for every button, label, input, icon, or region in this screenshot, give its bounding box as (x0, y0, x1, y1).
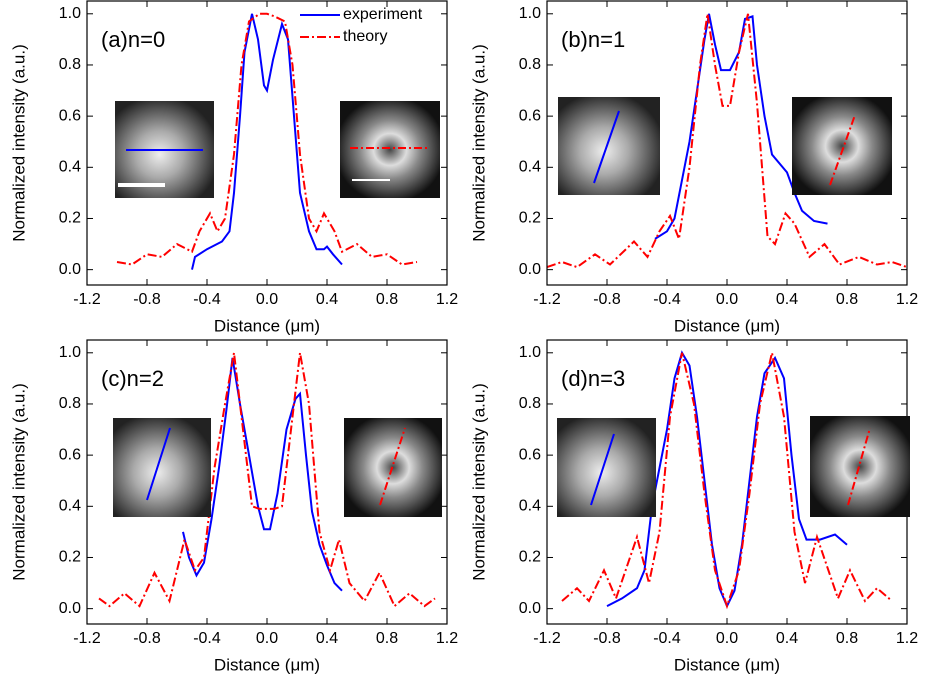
series-line (546, 13, 908, 269)
series-line (561, 352, 893, 610)
y-tick-label: 0.8 (59, 56, 81, 73)
inset-image (113, 418, 211, 517)
x-tick-label: -1.2 (73, 630, 101, 647)
y-axis-title: Normalized intensity (a.u.) (469, 383, 488, 580)
plot-frame (86, 339, 448, 625)
y-tick-label: 0.2 (519, 210, 541, 227)
inset-image (557, 418, 656, 517)
x-axis-title: Distance (μm) (674, 655, 780, 674)
x-tick-label: 1.2 (896, 291, 918, 308)
y-tick-label: 0.0 (59, 261, 81, 278)
y-tick-label: 0.0 (519, 261, 541, 278)
inset-image (340, 101, 440, 198)
y-tick-label: 0.8 (519, 56, 541, 73)
x-tick-label: -0.8 (593, 630, 621, 647)
x-tick-label: -1.2 (533, 630, 561, 647)
x-tick-label: 0.4 (776, 630, 798, 647)
series-line (116, 12, 418, 266)
series-line (182, 357, 343, 592)
x-tick-label: -0.8 (133, 291, 161, 308)
x-tick-label: 0.0 (256, 630, 278, 647)
panel-label: (c)n=2 (101, 366, 164, 391)
inset-line (593, 110, 620, 184)
x-tick-label: 0.4 (316, 630, 338, 647)
panel: -1.2 -0.8 -0.4 0.0 0.4 0.8 1.2 0.0 0.2 0.4 0.6 0.8 1… (469, 0, 918, 335)
y-tick-label: 0.4 (519, 498, 541, 515)
x-tick-label: -1.2 (533, 291, 561, 308)
y-tick-label: 0.4 (59, 498, 81, 515)
x-axis-title: Distance (μm) (674, 316, 780, 335)
insets (113, 97, 910, 517)
plot-frame (546, 0, 908, 286)
x-tick-label: 0.4 (776, 291, 798, 308)
x-tick-label: 0.8 (376, 630, 398, 647)
y-tick-label: 1.0 (519, 344, 541, 361)
series-line (98, 352, 436, 608)
x-tick-label: 0.4 (316, 291, 338, 308)
y-tick-label: 1.0 (59, 344, 81, 361)
y-tick-label: 1.0 (59, 5, 81, 22)
panel-label: (b)n=1 (561, 27, 625, 52)
plot-frame (86, 0, 448, 286)
x-tick-label: 0.0 (716, 630, 738, 647)
x-tick-label: 1.2 (436, 630, 458, 647)
y-tick-label: 0.6 (519, 446, 541, 463)
x-tick-label: 0.0 (716, 291, 738, 308)
x-axis-title: Distance (μm) (214, 316, 320, 335)
x-tick-label: -0.4 (193, 291, 221, 308)
panel: -1.2 -0.8 -0.4 0.0 0.4 0.8 1.2 0.0 0.2 0.4 0.6 0.8 1… (469, 339, 918, 674)
panel: -1.2 -0.8 -0.4 0.0 0.4 0.8 1.2 0.0 0.2 0.4 0.6 0.8 1… (9, 339, 458, 674)
legend-label: experiment (343, 6, 423, 23)
inset-line (146, 427, 171, 501)
x-tick-label: -0.4 (653, 291, 681, 308)
y-tick-label: 0.4 (519, 159, 541, 176)
panel-label: (d)n=3 (561, 366, 625, 391)
inset-image (792, 97, 892, 195)
x-tick-label: 0.0 (256, 291, 278, 308)
y-tick-label: 0.2 (59, 210, 81, 227)
y-tick-label: 0.8 (59, 395, 81, 412)
y-tick-label: 0.0 (519, 600, 541, 617)
y-tick-label: 1.0 (519, 5, 541, 22)
inset-line (829, 114, 856, 186)
y-tick-label: 0.6 (59, 107, 81, 124)
inset-line (847, 427, 871, 506)
y-axis-title: Normalized intensity (a.u.) (9, 44, 28, 241)
x-tick-label: -0.4 (653, 630, 681, 647)
x-tick-label: 0.8 (836, 630, 858, 647)
x-tick-label: -0.8 (133, 630, 161, 647)
x-tick-label: 1.2 (896, 630, 918, 647)
panel: -1.2 -0.8 -0.4 0.0 0.4 0.8 1.2 0.0 0.2 0.4 0.6 0.8 1… (9, 0, 458, 335)
y-tick-label: 0.2 (519, 549, 541, 566)
x-tick-label: 0.8 (836, 291, 858, 308)
y-axis-title: Normalized intensity (a.u.) (9, 383, 28, 580)
x-tick-label: -0.8 (593, 291, 621, 308)
y-tick-label: 0.2 (59, 549, 81, 566)
legend-label: theory (343, 28, 387, 45)
x-tick-label: -0.4 (193, 630, 221, 647)
y-tick-label: 0.0 (59, 600, 81, 617)
y-axis-title: Normalized intensity (a.u.) (469, 44, 488, 241)
series-line (654, 13, 828, 240)
x-tick-label: -1.2 (73, 291, 101, 308)
inset-image (810, 416, 910, 517)
x-tick-label: 0.8 (376, 291, 398, 308)
x-tick-label: 1.2 (436, 291, 458, 308)
y-tick-label: 0.6 (519, 107, 541, 124)
y-tick-label: 0.6 (59, 446, 81, 463)
y-tick-label: 0.4 (59, 159, 81, 176)
inset-line (590, 433, 615, 506)
series-line (191, 13, 343, 270)
y-tick-label: 0.8 (519, 395, 541, 412)
panel-label: (a)n=0 (101, 27, 165, 52)
inset-image (558, 97, 660, 195)
x-axis-title: Distance (μm) (214, 655, 320, 674)
inset-line (379, 427, 406, 506)
